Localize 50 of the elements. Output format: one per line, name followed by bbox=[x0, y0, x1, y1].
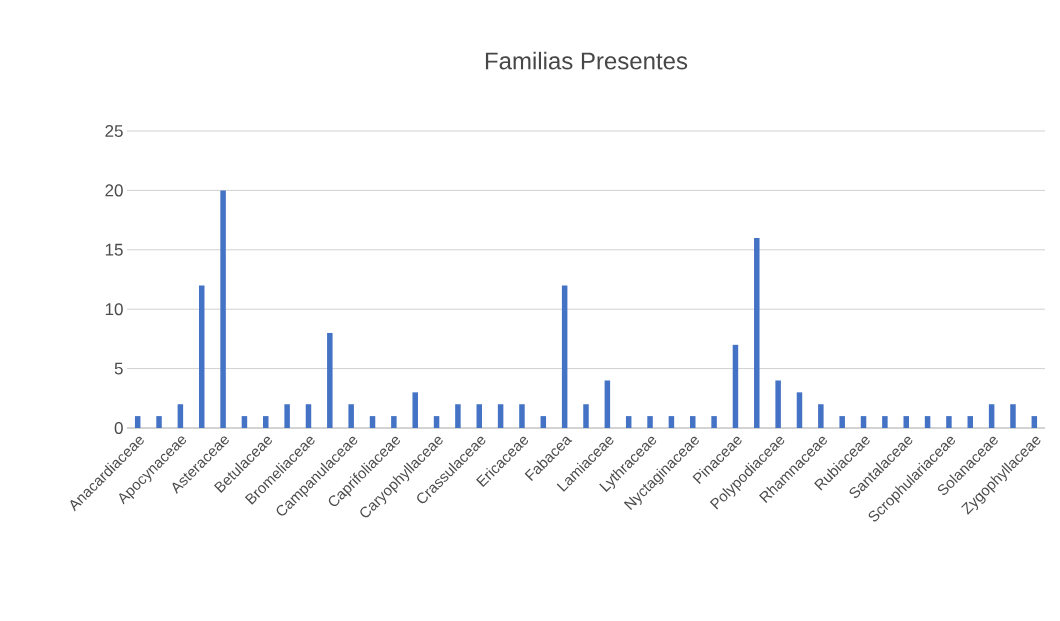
bar bbox=[860, 416, 867, 428]
y-tick-label: 5 bbox=[114, 362, 123, 375]
bar bbox=[497, 404, 504, 428]
bar bbox=[391, 416, 397, 428]
bar bbox=[967, 416, 974, 428]
bar bbox=[220, 190, 226, 428]
bar bbox=[668, 416, 675, 428]
bar bbox=[924, 416, 931, 428]
bar bbox=[796, 392, 803, 428]
bar bbox=[433, 416, 440, 428]
bar bbox=[284, 404, 290, 428]
y-tick-label: 10 bbox=[105, 303, 123, 316]
bar bbox=[327, 332, 333, 428]
bar bbox=[625, 416, 632, 428]
chart-title: Familias Presentes bbox=[485, 51, 688, 70]
bar bbox=[1010, 404, 1016, 428]
bar bbox=[1031, 416, 1038, 428]
bar bbox=[818, 404, 824, 428]
y-tick-label: 0 bbox=[114, 421, 123, 435]
bar bbox=[647, 416, 653, 428]
bar bbox=[455, 404, 461, 428]
bar bbox=[263, 416, 269, 428]
bar bbox=[882, 416, 888, 428]
bar bbox=[369, 416, 376, 428]
bar bbox=[754, 237, 760, 428]
bar bbox=[775, 380, 781, 428]
bar bbox=[732, 344, 739, 428]
bar bbox=[156, 416, 162, 428]
bar bbox=[604, 380, 611, 428]
bar bbox=[476, 404, 483, 428]
bar bbox=[711, 416, 717, 428]
bar bbox=[198, 285, 205, 428]
bar bbox=[540, 416, 547, 428]
bar bbox=[946, 416, 952, 428]
bar bbox=[241, 416, 248, 428]
bar bbox=[988, 404, 995, 428]
bar bbox=[583, 404, 589, 428]
bar bbox=[348, 404, 354, 428]
bar bbox=[412, 392, 418, 428]
bar bbox=[839, 416, 845, 428]
y-tick-label: 25 bbox=[105, 124, 123, 138]
bar bbox=[134, 416, 141, 428]
y-tick-label: 15 bbox=[105, 243, 123, 256]
bar bbox=[903, 416, 909, 428]
bar bbox=[177, 404, 184, 428]
bar bbox=[561, 285, 568, 428]
bar bbox=[519, 404, 525, 428]
y-tick-label: 20 bbox=[105, 184, 123, 197]
bar bbox=[690, 416, 696, 428]
bar bbox=[305, 404, 312, 428]
